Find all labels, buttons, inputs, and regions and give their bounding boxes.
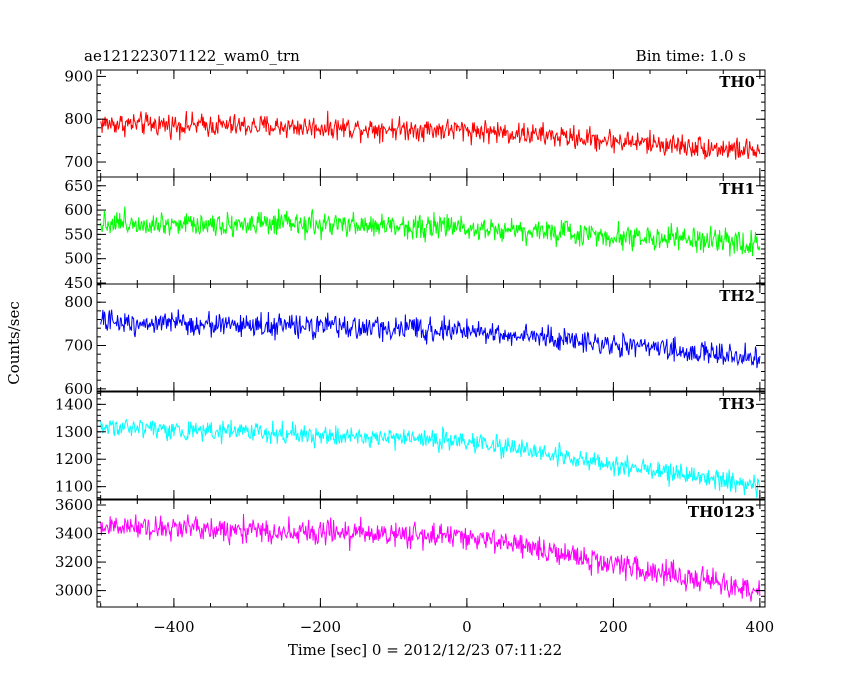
x-axis-label: Time [sec] 0 = 2012/12/23 07:11:22	[288, 641, 562, 659]
y-axis-label: Counts/sec	[5, 301, 23, 385]
series-label: TH1	[719, 180, 755, 198]
panel-frame	[96, 391, 766, 500]
panel-th3: 1100 1200 1300 1400 TH3	[55, 391, 766, 500]
panel-th1: 450 500 550 600 650 TH1	[64, 176, 766, 292]
y-tick-label: 450	[64, 274, 93, 292]
y-tick-label: 1200	[55, 450, 93, 468]
y-tick-label: 1100	[55, 478, 93, 496]
chart-title: ae121223071122_wam0_trn	[84, 47, 300, 65]
y-tick-label: 650	[64, 177, 93, 195]
y-tick-label: 1300	[55, 423, 93, 441]
series-line-th3	[100, 418, 761, 499]
y-tick-label: 600	[64, 380, 93, 398]
y-tick-label: 700	[64, 153, 93, 171]
y-tick-label: 800	[64, 110, 93, 128]
y-tick-label: 3400	[55, 525, 93, 543]
bin-time-label: Bin time: 1.0 s	[636, 47, 746, 65]
y-tick-label: 900	[64, 67, 93, 85]
x-tick-label: 0	[462, 618, 472, 636]
y-tick-label: 3600	[55, 496, 93, 514]
series-line-th0123	[100, 514, 761, 602]
y-tick-label: 550	[64, 225, 93, 243]
panel-th2: 600 700 800 TH2	[64, 283, 766, 398]
panel-th0123: 3000 3200 3400 3600 TH0123	[55, 496, 766, 608]
x-tick-label: 200	[599, 618, 628, 636]
panel-th0: 700 800 900 TH0	[64, 67, 766, 178]
series-line-th2	[100, 309, 761, 369]
series-label: TH0123	[688, 503, 755, 521]
y-tick-label: 3000	[55, 582, 93, 600]
x-tick-label: −400	[153, 618, 194, 636]
series-label: TH3	[719, 395, 755, 413]
series-line-th1	[100, 206, 761, 257]
y-tick-label: 700	[64, 337, 93, 355]
panel-frame	[96, 283, 766, 392]
x-tick-label: 400	[746, 618, 775, 636]
series-label: TH0	[719, 73, 755, 91]
y-tick-label: 1400	[55, 395, 93, 413]
y-tick-label: 600	[64, 201, 93, 219]
y-tick-label: 3200	[55, 553, 93, 571]
y-tick-label: 800	[64, 293, 93, 311]
series-label: TH2	[719, 287, 755, 305]
x-tick-label: −200	[300, 618, 341, 636]
panel-frame	[96, 499, 766, 608]
panels-group: 700 800 900 TH0 450 500 550 600 650 TH1 600 700 800 T…	[55, 67, 774, 636]
y-tick-label: 500	[64, 250, 93, 268]
series-line-th0	[100, 110, 761, 160]
